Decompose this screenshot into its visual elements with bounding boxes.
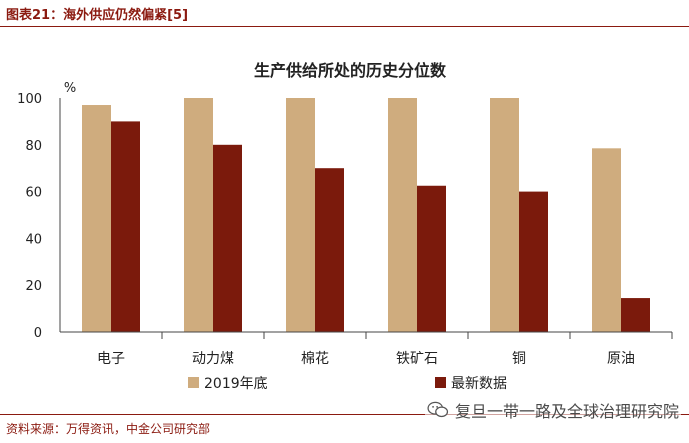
source-note: 资料来源：万得资讯，中金公司研究部 [6, 422, 211, 436]
legend-label: 最新数据 [451, 376, 507, 392]
y-tick-label: 20 [25, 279, 42, 294]
bar-end-2019 [82, 105, 111, 333]
bar-latest [111, 121, 140, 333]
x-category-label: 电子 [97, 351, 125, 367]
bar-end-2019 [184, 98, 213, 332]
x-category-label: 铁矿石 [396, 351, 438, 367]
watermark: 复旦一带一路及全球治理研究院 [424, 398, 681, 422]
source-divider [0, 414, 689, 415]
bar-end-2019 [490, 98, 519, 332]
legend-swatch [435, 377, 446, 388]
x-category-label: 棉花 [301, 350, 329, 367]
bar-latest [519, 191, 548, 332]
bar-latest [213, 144, 242, 332]
legend-label: 2019年底 [204, 376, 268, 392]
figure-title: 图表21：海外供应仍然偏紧[5] [6, 8, 189, 23]
y-axis-unit: % [64, 81, 76, 96]
y-tick-label: 80 [25, 139, 42, 154]
bar-latest [315, 168, 344, 332]
bar-latest [621, 298, 650, 332]
legend: 2019年底 最新数据 [188, 376, 507, 392]
x-category-label: 原油 [607, 351, 635, 367]
bar-end-2019 [388, 98, 417, 332]
wechat-icon [427, 401, 449, 418]
y-tick-label: 100 [17, 92, 42, 107]
watermark-text: 复旦一带一路及全球治理研究院 [454, 402, 679, 421]
y-tick-label: 60 [25, 186, 42, 201]
bar-end-2019 [286, 98, 315, 332]
x-category-label: 动力煤 [192, 351, 234, 367]
y-tick-label: 0 [34, 326, 42, 341]
x-category-label: 铜 [512, 351, 526, 367]
chart-title: 生产供给所处的历史分位数 [254, 61, 447, 80]
bar-latest [417, 185, 446, 332]
y-tick-label: 40 [25, 232, 42, 247]
legend-swatch [188, 377, 199, 388]
title-divider [0, 26, 689, 27]
bar-end-2019 [592, 148, 621, 332]
